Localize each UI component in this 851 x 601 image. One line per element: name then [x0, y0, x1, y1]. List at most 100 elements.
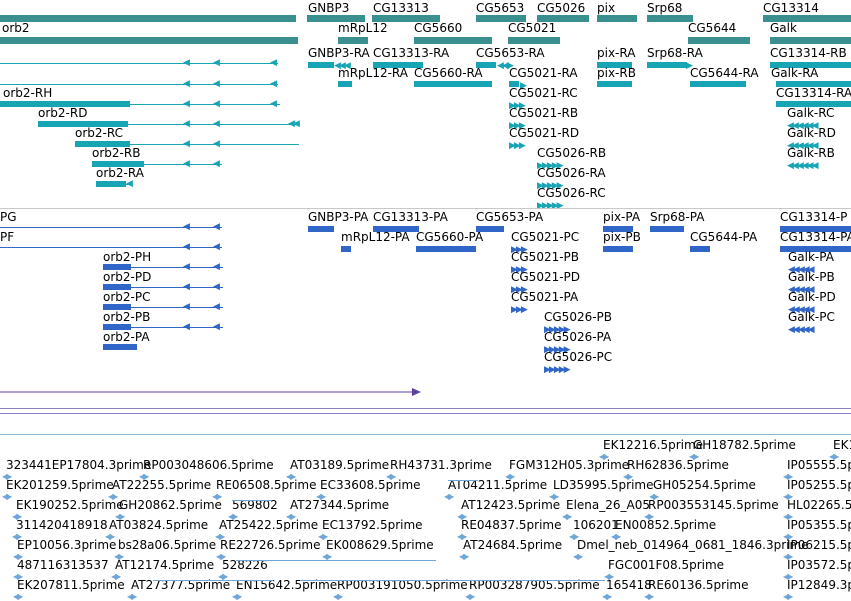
transcript-feature-label: orb2-RB [92, 146, 141, 160]
est-label: RH62836.5prime [627, 458, 729, 472]
est-strand-arrow: ◀▶ [783, 472, 793, 481]
est-strand-arrow: ◀▶ [459, 552, 469, 561]
est-strand-arrow: ◀▶ [505, 472, 515, 481]
gene-feature-label: pix [597, 1, 616, 15]
transcript-feature-strand-arrow: ◀◀◀◀◀ [788, 325, 815, 335]
transcript-feature-strand-arrow: ◀◀◀◀◀◀ [787, 121, 819, 131]
transcript-feature-strand-arrow: ▶▶▶ [509, 121, 526, 131]
transcript-feature-exon [780, 246, 851, 252]
transcript-feature-strand-arrow: ▶▶▶▶▶ [544, 345, 571, 355]
transcript-feature-intron-line [75, 144, 299, 145]
gene-feature-label: CG13314 [763, 1, 819, 15]
est-label: Dmel_neb_014964_0681_1846.3prime [577, 538, 809, 552]
transcript-feature-strand-arrow: ◀◀◀◀◀ [788, 285, 815, 295]
transcript-feature-strand-arrow: ◀ [213, 262, 220, 272]
est-strand-arrow: ◀▶ [115, 512, 125, 521]
est-label: IP12849.3pr [787, 578, 851, 592]
transcript-feature-label: Galk-RA [771, 66, 819, 80]
est-label: EK12216.5prime [603, 438, 704, 452]
gene-feature-label: CG5653 [476, 1, 525, 15]
est-strand-arrow: ◀▶ [644, 592, 654, 601]
transcript-feature-exon [103, 344, 137, 350]
est-strand-arrow: ◀▶ [444, 492, 454, 501]
est-label: RP003191050.5prime [337, 578, 468, 592]
transcript-feature-label: orb2-RA [96, 166, 144, 180]
transcript-feature-label: Srp68-PA [650, 210, 705, 224]
transcript-feature-label: CG5660-PA [416, 230, 484, 244]
transcript-feature-label: orb2-PA [103, 330, 150, 344]
transcript-feature-label: mRpL12-PA [341, 230, 410, 244]
transcript-feature-strand-arrow: ◀ [270, 99, 277, 109]
est-label: 528226 [222, 558, 268, 572]
transcript-feature-strand-arrow: ◀◀◀◀◀ [788, 265, 815, 275]
track-separator [0, 434, 851, 435]
est-strand-arrow: ◀▶ [232, 592, 242, 601]
est-label: RE22726.5prime [220, 538, 321, 552]
est-strand-arrow: ◀▶ [549, 492, 559, 501]
est-strand-arrow: ◀▶ [318, 532, 328, 541]
track-separator [0, 413, 851, 414]
transcript-feature-intron-line [0, 63, 278, 64]
track-separator [0, 208, 851, 209]
est-label: RE60136.5prime [648, 578, 749, 592]
est-strand-arrow: ◀▶ [623, 472, 633, 481]
gene-feature-exon [0, 37, 298, 44]
transcript-feature-label: CG5644-PA [690, 230, 758, 244]
transcript-feature-intron-line [0, 104, 280, 105]
transcript-feature-exon [308, 62, 334, 68]
est-strand-arrow: ◀▶ [783, 592, 793, 601]
est-strand-arrow: ◀▶ [286, 472, 296, 481]
est-label: RP003553145.5prime [648, 498, 779, 512]
gene-feature-exon [688, 37, 750, 44]
transcript-feature-strand-arrow: ▶▶▶▶▶ [544, 325, 571, 335]
transcript-feature-label: Galk-RC [787, 106, 835, 120]
gene-feature-label: Galk [770, 21, 797, 35]
est-strand-arrow: ◀▶ [783, 492, 793, 501]
est-strand-arrow: ◀▶ [316, 492, 326, 501]
transcript-feature-strand-arrow: ◀ [213, 159, 220, 169]
est-strand-arrow: ◀▶ [649, 492, 659, 501]
transcript-feature-exon [75, 141, 130, 147]
est-strand-arrow: ◀▶ [218, 572, 228, 581]
transcript-feature-label: mRpL12-RA [338, 66, 408, 80]
est-connector-line [153, 580, 273, 581]
transcript-feature-strand-arrow: ◀ [213, 99, 220, 109]
transcript-feature-label: orb2-RH [3, 86, 53, 100]
est-label: 311420418918 [16, 518, 108, 532]
transcript-feature-exon [509, 81, 519, 87]
est-strand-arrow: ◀▶ [139, 472, 149, 481]
transcript-feature-exon [776, 81, 851, 87]
transcript-feature-label: CG13313-PA [373, 210, 448, 224]
gene-feature-exon [597, 15, 637, 22]
transcript-feature-label: orb2-RD [38, 106, 88, 120]
gene-feature-exon [508, 37, 560, 44]
transcript-feature-strand-arrow: ◀ [183, 79, 190, 89]
est-label: FGM312H05.3prime [509, 458, 630, 472]
transcript-feature-label: CG5026-PA [544, 330, 612, 344]
est-strand-arrow: ◀▶ [111, 572, 121, 581]
est-strand-arrow: ◀▶ [602, 592, 612, 601]
est-strand-arrow: ◀▶ [783, 552, 793, 561]
est-label: RE06508.5prime [216, 478, 317, 492]
est-strand-arrow: ◀▶ [286, 512, 296, 521]
est-strand-arrow: ◀▶ [783, 572, 793, 581]
est-strand-arrow: ◀▶ [783, 532, 793, 541]
transcript-feature-strand-arrow: ◀ [183, 58, 190, 68]
est-strand-arrow: ◀▶ [212, 492, 222, 501]
transcript-feature-label: CG5653-PA [476, 210, 544, 224]
transcript-feature-strand-arrow: ▶ [520, 81, 527, 91]
transcript-feature-intron-line [103, 267, 223, 268]
transcript-feature-strand-arrow: ▶ [686, 61, 693, 71]
transcript-feature-label: CG5021-RD [509, 126, 580, 140]
transcript-feature-label: pix-RB [597, 66, 636, 80]
transcript-feature-exon [476, 226, 504, 232]
transcript-feature-exon [690, 246, 710, 252]
transcript-feature-strand-arrow: ◀ [270, 58, 277, 68]
est-connector-line [232, 500, 272, 501]
transcript-feature-exon [373, 226, 419, 232]
transcript-feature-strand-arrow: ◀ [213, 282, 220, 292]
est-label: 106201 [573, 518, 619, 532]
transcript-feature-strand-arrow: ◀◀◀◀◀◀ [787, 161, 819, 171]
est-strand-arrow: ◀▶ [457, 512, 467, 521]
